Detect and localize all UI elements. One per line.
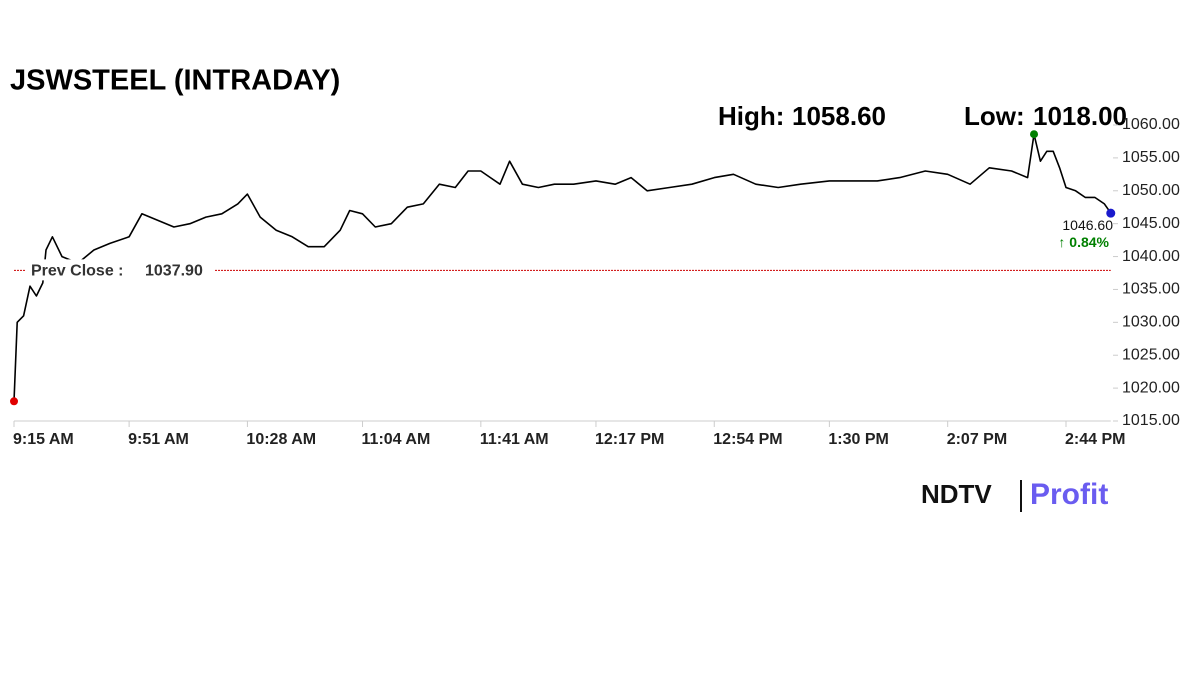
low-value: 1018.00 <box>1033 101 1127 131</box>
y-tick-label: 1015.00 <box>1122 412 1180 429</box>
high-value: 1058.60 <box>792 101 886 131</box>
change-value: ↑ 0.84% <box>1058 234 1109 250</box>
prev-close-label-bg <box>26 259 214 281</box>
x-tick-label: 11:04 AM <box>362 431 431 448</box>
low-marker <box>10 397 18 406</box>
x-tick-label: 9:15 AM <box>13 431 74 448</box>
high-marker <box>1030 130 1039 139</box>
high-label: High: <box>718 101 784 131</box>
y-tick-label: 1025.00 <box>1122 346 1180 363</box>
logo: NDTV Profit <box>921 478 1108 512</box>
y-tick-label: 1060.00 <box>1122 116 1180 133</box>
x-tick-label: 11:41 AM <box>480 431 549 448</box>
y-tick-label: 1040.00 <box>1122 248 1180 265</box>
y-tick-label: 1050.00 <box>1122 182 1180 199</box>
x-tick-label: 2:07 PM <box>947 431 1007 448</box>
low-label: Low: <box>964 101 1025 131</box>
x-tick-label: 9:51 AM <box>128 431 189 448</box>
y-tick-label: 1055.00 <box>1122 149 1180 166</box>
x-tick-label: 2:44 PM <box>1065 431 1125 448</box>
logo-product: Profit <box>1030 478 1108 511</box>
price-line <box>13 133 1112 402</box>
x-tick-label: 12:17 PM <box>595 431 664 448</box>
prev-close-label: Prev Close : <box>31 263 123 280</box>
y-tick-label: 1020.00 <box>1122 379 1180 396</box>
y-tick-label: 1035.00 <box>1122 281 1180 298</box>
x-tick-label: 1:30 PM <box>828 431 888 448</box>
last-marker <box>1106 208 1116 218</box>
last-value: 1046.60 <box>1062 217 1113 233</box>
chart-title: JSWSTEEL (INTRADAY) <box>10 65 340 97</box>
prev-close-value: 1037.90 <box>145 263 203 280</box>
y-tick-label: 1030.00 <box>1122 314 1180 331</box>
y-tick-label: 1045.00 <box>1122 215 1180 232</box>
x-tick-label: 10:28 AM <box>246 431 316 448</box>
x-tick-label: 12:54 PM <box>713 431 782 448</box>
logo-brand: NDTV <box>921 479 992 509</box>
